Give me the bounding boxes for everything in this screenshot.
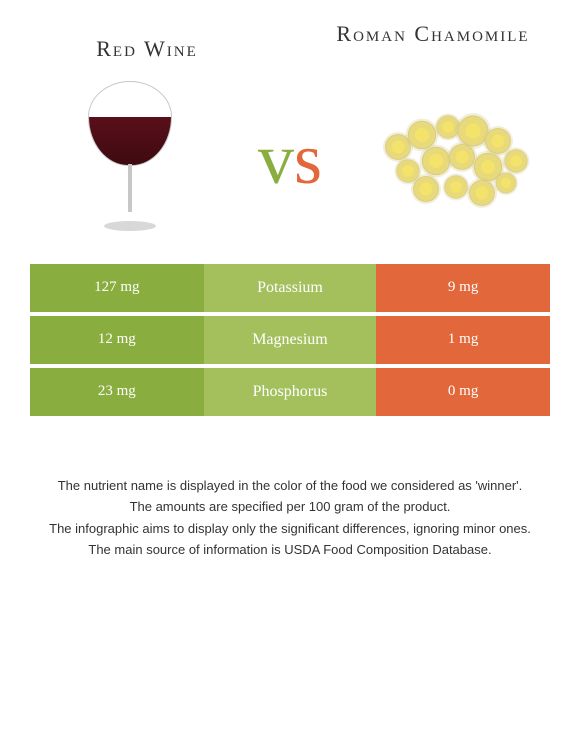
food-title-left: Red Wine	[30, 20, 264, 64]
flower-icon	[485, 128, 511, 154]
flower-icon	[436, 115, 459, 138]
footer-line: The infographic aims to display only the…	[40, 519, 540, 539]
nutrient-name: Magnesium	[204, 316, 377, 364]
flower-icon	[444, 175, 467, 198]
right-food-image	[360, 79, 540, 239]
images-row: vs	[30, 79, 550, 239]
table-row: 12 mgMagnesium1 mg	[30, 316, 550, 364]
vs-v: v	[258, 119, 294, 199]
vs-s: s	[294, 119, 322, 199]
flower-icon	[408, 120, 437, 149]
flower-icon	[504, 149, 527, 172]
chamomile-icon	[365, 104, 535, 214]
left-value: 23 mg	[30, 368, 204, 416]
footer-line: The amounts are specified per 100 gram o…	[40, 497, 540, 517]
left-food-image	[40, 79, 220, 239]
right-value: 1 mg	[376, 316, 550, 364]
footer-notes: The nutrient name is displayed in the co…	[30, 476, 550, 560]
left-value: 12 mg	[30, 316, 204, 364]
comparison-table: 127 mgPotassium9 mg12 mgMagnesium1 mg23 …	[30, 264, 550, 416]
flower-icon	[469, 180, 495, 206]
nutrient-name: Phosphorus	[204, 368, 377, 416]
table-row: 127 mgPotassium9 mg	[30, 264, 550, 312]
flower-icon	[449, 144, 475, 170]
flower-icon	[422, 146, 451, 175]
food-title-right: Roman Chamomile	[316, 20, 550, 49]
left-value: 127 mg	[30, 264, 204, 312]
footer-line: The nutrient name is displayed in the co…	[40, 476, 540, 496]
flower-icon	[457, 115, 488, 146]
wine-glass-icon	[85, 81, 175, 231]
table-row: 23 mgPhosphorus0 mg	[30, 368, 550, 416]
nutrient-name: Potassium	[204, 264, 377, 312]
footer-line: The main source of information is USDA F…	[40, 540, 540, 560]
flower-icon	[413, 176, 439, 202]
vs-label: vs	[258, 123, 322, 195]
right-value: 0 mg	[376, 368, 550, 416]
flower-icon	[496, 172, 517, 193]
right-value: 9 mg	[376, 264, 550, 312]
